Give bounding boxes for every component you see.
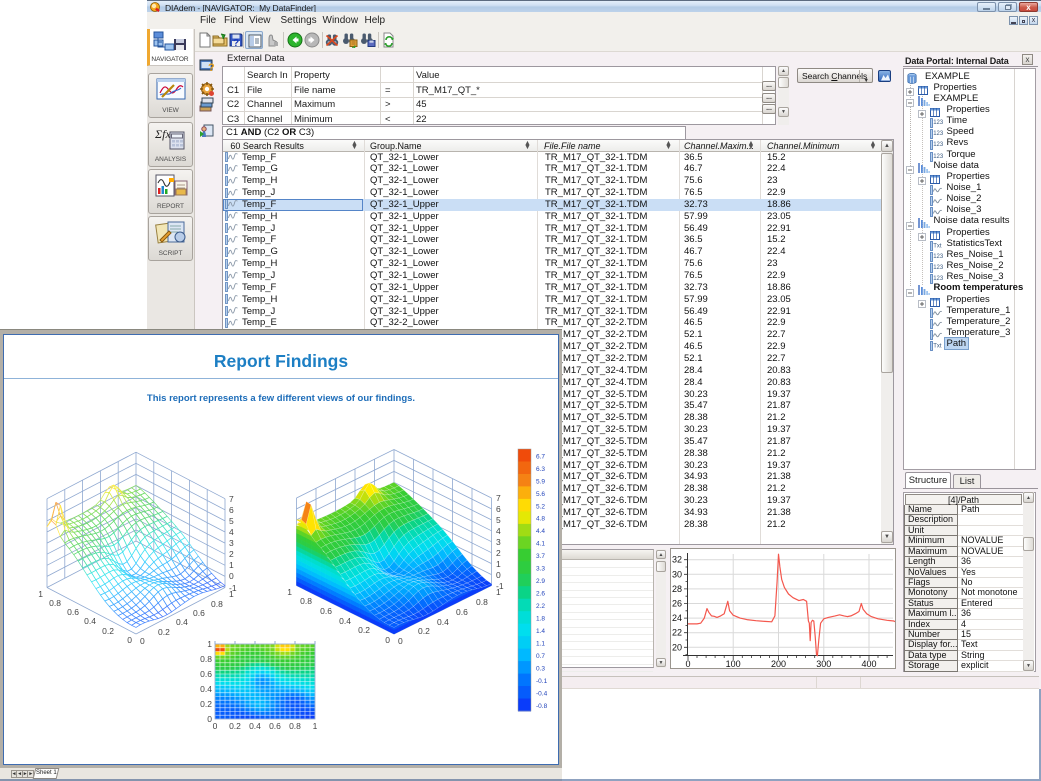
svg-text:6.3: 6.3	[536, 466, 545, 473]
svg-text:123: 123	[933, 254, 943, 260]
svg-text:-0.4: -0.4	[536, 690, 548, 697]
svg-text:0: 0	[685, 659, 690, 669]
svg-text:0: 0	[398, 636, 403, 646]
svg-text:2.2: 2.2	[536, 603, 545, 610]
svg-text:4: 4	[496, 526, 501, 536]
svg-text:0: 0	[213, 721, 218, 731]
svg-text:0.4: 0.4	[176, 617, 188, 627]
svg-text:1: 1	[229, 560, 234, 570]
svg-text:0.2: 0.2	[418, 626, 430, 636]
svg-text:4.4: 4.4	[536, 528, 545, 535]
svg-text:20: 20	[672, 642, 682, 652]
svg-text:0.8: 0.8	[200, 654, 212, 664]
svg-text:0.2: 0.2	[158, 627, 170, 637]
svg-text:123: 123	[933, 120, 943, 126]
svg-text:0: 0	[385, 635, 390, 645]
svg-text:32: 32	[672, 555, 682, 565]
svg-text:0: 0	[140, 636, 145, 646]
svg-text:123: 123	[933, 131, 943, 137]
svg-text:2: 2	[496, 548, 501, 558]
svg-text:0.4: 0.4	[200, 684, 212, 694]
svg-text:-1: -1	[229, 583, 237, 593]
svg-text:1: 1	[229, 589, 234, 599]
svg-text:0.6: 0.6	[193, 608, 205, 618]
svg-text:Σfx: Σfx	[154, 127, 171, 141]
svg-text:0.8: 0.8	[211, 599, 223, 609]
svg-text:-1: -1	[496, 581, 504, 591]
svg-text:1: 1	[496, 587, 501, 597]
svg-text:0.8: 0.8	[289, 721, 301, 731]
svg-text:300: 300	[816, 659, 831, 669]
svg-text:400: 400	[861, 659, 876, 669]
svg-text:3.3: 3.3	[536, 566, 545, 573]
svg-text:24: 24	[672, 613, 682, 623]
svg-text:5.6: 5.6	[536, 491, 545, 498]
svg-text:0.2: 0.2	[229, 721, 241, 731]
svg-text:200: 200	[771, 659, 786, 669]
svg-text:-0.8: -0.8	[536, 703, 548, 710]
svg-text:0.6: 0.6	[200, 669, 212, 679]
svg-text:4.8: 4.8	[536, 516, 545, 523]
svg-text:22: 22	[672, 628, 682, 638]
svg-text:123: 123	[933, 276, 943, 282]
svg-text:0.3: 0.3	[536, 666, 545, 673]
svg-text:1: 1	[207, 639, 212, 649]
svg-text:4: 4	[229, 527, 234, 537]
svg-text:123: 123	[933, 154, 943, 160]
svg-text:1.1: 1.1	[536, 641, 545, 648]
svg-text:2.9: 2.9	[536, 578, 545, 585]
svg-text:5: 5	[229, 516, 234, 526]
svg-text:6: 6	[229, 505, 234, 515]
svg-text:6: 6	[496, 504, 501, 514]
svg-text:123: 123	[933, 142, 943, 148]
svg-text:1: 1	[287, 587, 292, 597]
svg-text:7: 7	[496, 493, 501, 503]
svg-text:7: 7	[229, 494, 234, 504]
svg-text:0.4: 0.4	[437, 617, 449, 627]
svg-text:0.2: 0.2	[358, 625, 370, 635]
svg-text:5: 5	[496, 515, 501, 525]
svg-text:6.7: 6.7	[536, 453, 545, 460]
svg-text:4.1: 4.1	[536, 541, 545, 548]
svg-text:0.4: 0.4	[339, 616, 351, 626]
svg-text:30: 30	[672, 569, 682, 579]
svg-text:0.4: 0.4	[249, 721, 261, 731]
svg-text:123: 123	[933, 265, 943, 271]
svg-text:0.6: 0.6	[320, 606, 332, 616]
svg-text:2.6: 2.6	[536, 591, 545, 598]
svg-text:1.4: 1.4	[536, 628, 545, 635]
svg-text:0.4: 0.4	[84, 616, 96, 626]
svg-text:0.6: 0.6	[67, 607, 79, 617]
svg-text:?: ?	[208, 62, 215, 73]
svg-text:3: 3	[496, 537, 501, 547]
svg-text:3: 3	[229, 538, 234, 548]
svg-text:5.9: 5.9	[536, 478, 545, 485]
svg-text:Txt: Txt	[933, 243, 942, 249]
svg-text:1.8: 1.8	[536, 616, 545, 623]
svg-text:1: 1	[496, 559, 501, 569]
svg-text:26: 26	[672, 599, 682, 609]
svg-text:0: 0	[207, 714, 212, 724]
svg-text:5.2: 5.2	[536, 503, 545, 510]
svg-text:Txt: Txt	[933, 344, 942, 350]
svg-text:0.8: 0.8	[300, 596, 312, 606]
svg-text:1: 1	[313, 721, 318, 731]
svg-text:3.7: 3.7	[536, 553, 545, 560]
svg-text:0.8: 0.8	[49, 598, 61, 608]
svg-text:0.6: 0.6	[269, 721, 281, 731]
svg-text:?: ?	[233, 38, 239, 48]
svg-text:-0.1: -0.1	[536, 678, 548, 685]
svg-text:2: 2	[229, 549, 234, 559]
svg-text:0.7: 0.7	[536, 653, 545, 660]
svg-text:100: 100	[726, 659, 741, 669]
svg-text:0.6: 0.6	[456, 607, 468, 617]
svg-text:0: 0	[496, 570, 501, 580]
svg-text:0: 0	[127, 635, 132, 645]
svg-text:0.2: 0.2	[102, 626, 114, 636]
svg-text:1: 1	[38, 589, 43, 599]
svg-text:0.2: 0.2	[200, 699, 212, 709]
svg-text:0: 0	[229, 571, 234, 581]
svg-text:0.8: 0.8	[476, 597, 488, 607]
svg-text:28: 28	[672, 584, 682, 594]
